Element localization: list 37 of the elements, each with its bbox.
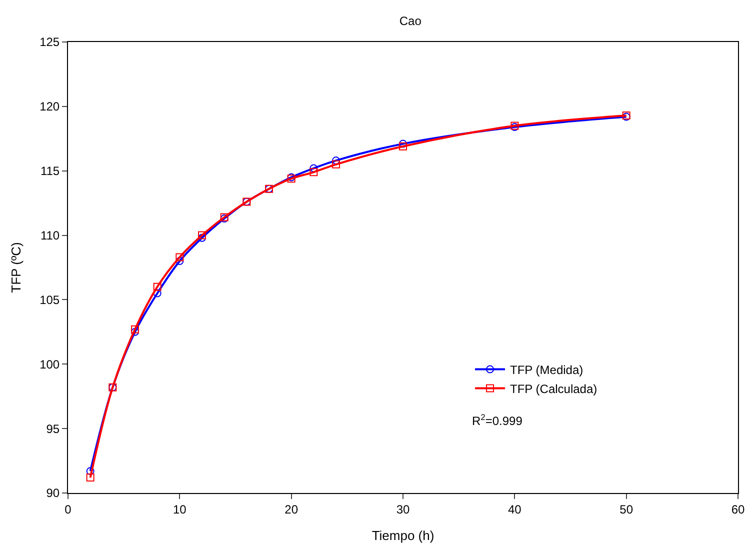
y-tick-label: 100 xyxy=(40,357,60,372)
legend-label: TFP (Calculada) xyxy=(510,382,598,396)
legend-label: TFP (Medida) xyxy=(510,362,584,377)
y-tick-label: 110 xyxy=(40,228,60,242)
y-tick-label: 95 xyxy=(46,422,60,436)
point xyxy=(198,231,206,240)
y-tick-label: 125 xyxy=(40,35,60,50)
point xyxy=(176,257,184,266)
x-tick-label: 40 xyxy=(508,502,522,516)
point xyxy=(332,156,340,165)
point xyxy=(86,474,94,482)
x-tick-label: 30 xyxy=(396,502,410,516)
y-tick-label: 115 xyxy=(40,164,60,178)
point xyxy=(131,328,139,336)
x-tick-label: 20 xyxy=(284,502,298,516)
point xyxy=(176,253,184,262)
chart-title: Cao xyxy=(399,14,422,28)
point xyxy=(198,234,206,242)
x-axis-title: Tiempo (h) xyxy=(372,528,434,543)
y-tick-label: 105 xyxy=(40,292,60,307)
point xyxy=(399,142,407,150)
y-tick-label: 90 xyxy=(46,486,60,500)
x-tick-label: 50 xyxy=(620,502,634,516)
x-tick-label: 10 xyxy=(172,502,187,516)
x-tick-label: 60 xyxy=(731,502,745,516)
y-axis-title: TFP (ºC) xyxy=(8,242,24,293)
point xyxy=(332,160,340,168)
y-tick-label: 120 xyxy=(40,100,60,114)
point xyxy=(399,140,407,148)
annotation: R$^{2}$=0.999 xyxy=(472,412,523,428)
point xyxy=(310,168,318,176)
point xyxy=(153,289,162,298)
x-tick-label: 0 xyxy=(64,502,72,516)
point xyxy=(310,164,318,172)
point xyxy=(131,325,139,334)
point xyxy=(86,467,94,476)
point xyxy=(153,282,162,291)
